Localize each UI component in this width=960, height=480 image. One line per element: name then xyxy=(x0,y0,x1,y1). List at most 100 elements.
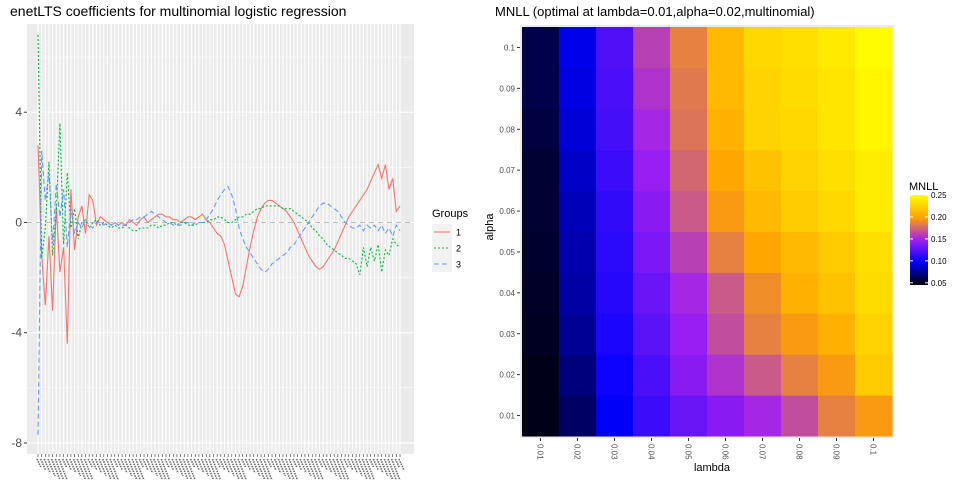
x-tick-label xyxy=(102,458,112,480)
x-tick-label xyxy=(233,458,244,480)
coefficient-lines xyxy=(37,34,401,435)
heatmap-cell xyxy=(818,354,856,396)
x-tick-label xyxy=(262,458,273,480)
x-tick-label xyxy=(317,458,324,468)
x-tick-label xyxy=(171,458,179,474)
x-tick-label xyxy=(277,458,287,477)
lambda-axis-label: lambda xyxy=(694,462,731,474)
x-tick-label xyxy=(241,458,247,468)
heatmap-cell xyxy=(818,395,856,437)
heatmap-cell xyxy=(522,67,560,110)
x-tick-label xyxy=(248,458,256,474)
x-tick-label xyxy=(255,458,266,480)
x-tick-label xyxy=(167,458,175,471)
heatmap-cell xyxy=(559,272,597,314)
x-tick-label xyxy=(379,458,389,477)
heatmap-cell xyxy=(781,108,819,151)
lambda-tick-label: 0.1 xyxy=(869,444,878,456)
x-tick-label xyxy=(87,458,93,468)
x-tick-label xyxy=(43,458,51,474)
lambda-tick-label: 0.04 xyxy=(647,444,656,460)
heatmap-cell xyxy=(707,272,745,314)
heatmap-cell xyxy=(781,149,819,192)
mnll-legend-title: MNLL xyxy=(909,181,938,193)
heatmap-cell xyxy=(596,354,634,396)
x-tick-label xyxy=(387,458,398,480)
x-tick-label xyxy=(336,458,346,480)
x-tick-label xyxy=(270,458,277,471)
heatmap-cell xyxy=(855,67,893,110)
alpha-tick-label: 0.03 xyxy=(499,330,515,339)
legend-label-group-2: 2 xyxy=(456,244,461,254)
heatmap-cell xyxy=(670,354,708,396)
x-tick-label xyxy=(244,458,252,471)
x-tick-label xyxy=(80,458,91,480)
x-tick-label xyxy=(369,458,375,468)
alpha-tick-label: 0.04 xyxy=(499,289,515,298)
x-tick-label xyxy=(200,458,210,477)
x-tick-label xyxy=(54,458,65,480)
heatmap-cell xyxy=(781,231,819,273)
heatmap-cell xyxy=(818,313,856,355)
heatmap-cell xyxy=(633,190,671,232)
heatmap-cell xyxy=(596,67,634,110)
heatmap-cell xyxy=(559,395,597,437)
heatmap-cell xyxy=(559,231,597,273)
groups-legend-title: Groups xyxy=(432,208,469,220)
x-tick-label xyxy=(288,458,299,480)
heatmap-cell xyxy=(707,67,745,110)
heatmap-cell xyxy=(670,67,708,110)
x-tick-label xyxy=(186,458,196,480)
x-tick-label xyxy=(219,458,226,471)
heatmap-cell xyxy=(855,272,893,314)
x-tick-label xyxy=(295,458,303,471)
x-tick-label xyxy=(347,458,354,471)
x-tick-label xyxy=(142,458,149,471)
alpha-tick-label: 0.08 xyxy=(499,125,515,134)
lambda-tick-label: 0.09 xyxy=(832,444,841,460)
colorbar-tick-label: 0.15 xyxy=(931,235,947,244)
heatmap-cell xyxy=(818,27,856,69)
heatmap-cell xyxy=(670,108,708,151)
groups-legend: Groups 1 2 3 xyxy=(432,208,469,272)
heatmap-cell xyxy=(633,313,671,355)
heatmap-cell xyxy=(559,67,597,110)
heatmap-cell xyxy=(855,395,893,437)
alpha-tick-label: 0.06 xyxy=(499,207,515,216)
x-tick-label xyxy=(299,458,307,474)
heatmap-cell xyxy=(707,190,745,232)
y-tick-label: 4 xyxy=(15,105,22,119)
heatmap-cell xyxy=(855,108,893,151)
x-tick-label xyxy=(109,458,120,480)
heatmap-cell xyxy=(633,272,671,314)
x-tick-label xyxy=(398,458,405,471)
x-tick-label xyxy=(160,458,171,480)
colorbar-tick-label: 0.10 xyxy=(931,257,947,266)
x-tick-label xyxy=(153,458,163,480)
heatmap-cell xyxy=(707,27,745,69)
heatmap-cell xyxy=(781,354,819,396)
alpha-axis: 0.01 0.02 0.03 0.04 0.05 0.06 0.07 0.08 0.09 0.1 xyxy=(499,43,520,421)
x-tick-label xyxy=(310,458,321,480)
x-tick-label xyxy=(354,458,363,477)
heatmap-cell xyxy=(818,108,856,151)
alpha-tick-label: 0.09 xyxy=(499,84,515,93)
heatmap-cell xyxy=(744,231,782,273)
mnll-colorbar xyxy=(910,195,928,285)
series-line-group-3 xyxy=(37,150,401,435)
heatmap-cell xyxy=(744,27,782,69)
x-tick-label xyxy=(361,458,372,480)
x-tick-label xyxy=(365,458,376,480)
x-tick-label xyxy=(208,458,218,480)
x-tick-label xyxy=(113,458,119,468)
y-tick-label: -8 xyxy=(11,436,22,450)
heatmap-cell xyxy=(596,108,634,151)
heatmap-cell xyxy=(670,272,708,314)
coefficient-vertical-grid xyxy=(37,24,401,454)
x-tick-label xyxy=(83,458,94,480)
x-tick-label xyxy=(98,458,107,477)
heatmap-cell xyxy=(855,231,893,273)
x-tick-label xyxy=(222,458,231,474)
heatmap-cell xyxy=(707,149,745,192)
heatmap-cell xyxy=(633,395,671,437)
